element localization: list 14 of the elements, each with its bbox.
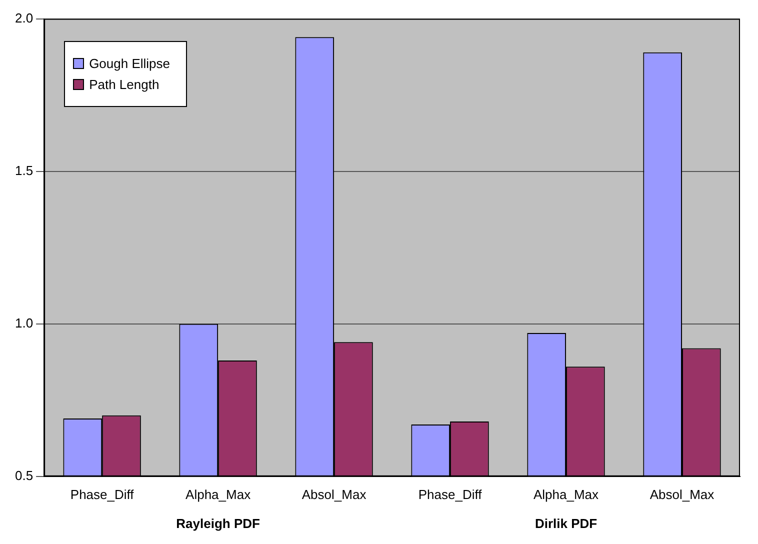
text: Dirlik PDF [534, 516, 598, 531]
legend-label: Path Length [89, 76, 160, 92]
x-tick-label: Phase_Diff [418, 486, 482, 502]
x-tick-label: Absol_Max [650, 486, 715, 502]
x-tick-label: Absol_Max [302, 486, 367, 502]
x-tick-label: Alpha_Max [533, 486, 600, 502]
y-tick-label: 0.5 [14, 468, 34, 483]
y-tick-label: 2.0 [14, 10, 34, 26]
x-tick-label: Phase_Diff [70, 486, 134, 502]
y-tick-label: 1.0 [14, 315, 34, 330]
legend-label: Gough Ellipse [89, 56, 170, 71]
y-tick-label: 1.5 [14, 162, 34, 178]
text: Rayleigh PDF [176, 516, 260, 531]
x-tick-label: Alpha_Max [186, 486, 252, 502]
